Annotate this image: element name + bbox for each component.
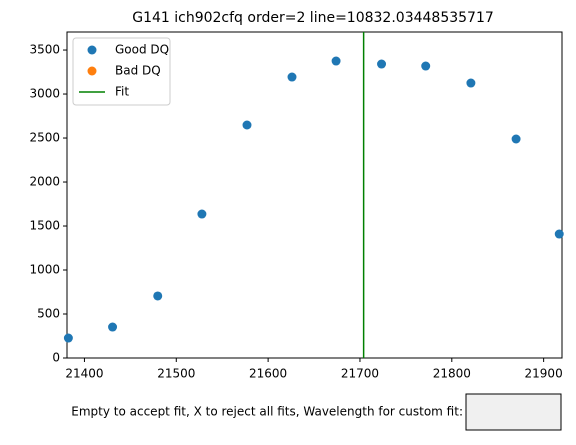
x-tick-label: 21700: [341, 367, 379, 381]
point: [108, 322, 118, 332]
point: [377, 59, 387, 69]
x-tick-label: 21600: [249, 367, 287, 381]
point: [197, 209, 207, 219]
y-tick-label: 1000: [29, 263, 60, 277]
point: [331, 56, 341, 66]
legend-label: Fit: [115, 85, 129, 99]
legend-marker: [87, 45, 97, 55]
y-tick-label: 500: [37, 307, 60, 321]
x-tick-label: 21800: [433, 367, 471, 381]
point: [153, 291, 163, 301]
legend-marker: [87, 66, 97, 76]
y-tick-label: 1500: [29, 219, 60, 233]
point: [421, 61, 431, 71]
point: [287, 72, 297, 82]
point: [63, 333, 73, 343]
y-tick-label: 2000: [29, 175, 60, 189]
plot-frame: [66, 31, 563, 359]
y-tick-label: 2500: [29, 131, 60, 145]
point: [242, 120, 252, 130]
x-tick-label: 21900: [525, 367, 563, 381]
x-tick-label: 21500: [157, 367, 195, 381]
textbox[interactable]: [465, 393, 562, 431]
y-tick-label: 0: [52, 351, 60, 365]
point: [466, 78, 476, 88]
y-tick-label: 3000: [29, 87, 60, 101]
chart-title: G141 ich902cfq order=2 line=10832.034485…: [132, 10, 494, 26]
point: [554, 229, 564, 239]
y-tick-label: 3500: [29, 43, 60, 57]
point: [511, 134, 521, 144]
x-tick-label: 21400: [65, 367, 103, 381]
legend-box: [72, 37, 171, 106]
legend-label: Bad DQ: [115, 64, 161, 78]
textbox-label: Empty to accept fit, X to reject all fit…: [71, 405, 463, 419]
legend-label: Good DQ: [115, 43, 169, 57]
